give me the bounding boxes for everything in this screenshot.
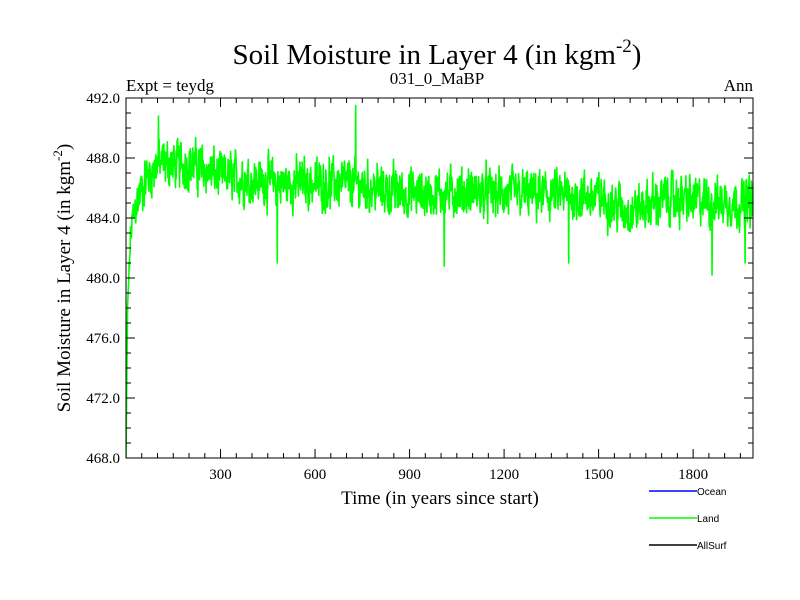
x-axis: 300 600 900 1200 1500 1800 [141,98,741,483]
experiment-label: Expt = teydg [126,76,214,95]
y-tick-label: 480.0 [86,271,120,287]
x-tick-label: 300 [209,467,232,483]
legend: Ocean Land AllSurf [649,487,727,552]
title-close: ) [632,39,642,71]
y-tick-label: 468.0 [86,451,120,467]
season-label: Ann [724,76,754,95]
y-axis: 468.0 472.0 476.0 480.0 484.0 488.0 492.0 [86,91,753,467]
ylabel-superscript: -2 [50,150,65,161]
chart-title: Soil Moisture in Layer 4 (in kgm-2) [233,36,642,71]
x-tick-label: 1200 [489,467,519,483]
time-period-label: 031_0_MaBP [390,69,484,88]
legend-label-allsurf: AllSurf [697,541,727,552]
y-axis-label: Soil Moisture in Layer 4 (in kgm-2) [50,144,75,412]
x-tick-label: 600 [304,467,327,483]
x-tick-label: 900 [398,467,421,483]
ylabel-close: ) [54,144,75,150]
x-tick-label: 1800 [678,467,708,483]
legend-label-ocean: Ocean [697,487,726,498]
legend-label-land: Land [697,514,719,525]
y-tick-label: 484.0 [86,211,120,227]
y-tick-label: 492.0 [86,91,120,107]
x-tick-label: 1500 [584,467,614,483]
series-line-land [126,104,753,458]
y-tick-label: 472.0 [86,391,120,407]
x-axis-label: Time (in years since start) [341,488,539,509]
y-tick-label: 476.0 [86,331,120,347]
y-tick-label: 488.0 [86,151,120,167]
title-superscript: -2 [616,36,632,57]
